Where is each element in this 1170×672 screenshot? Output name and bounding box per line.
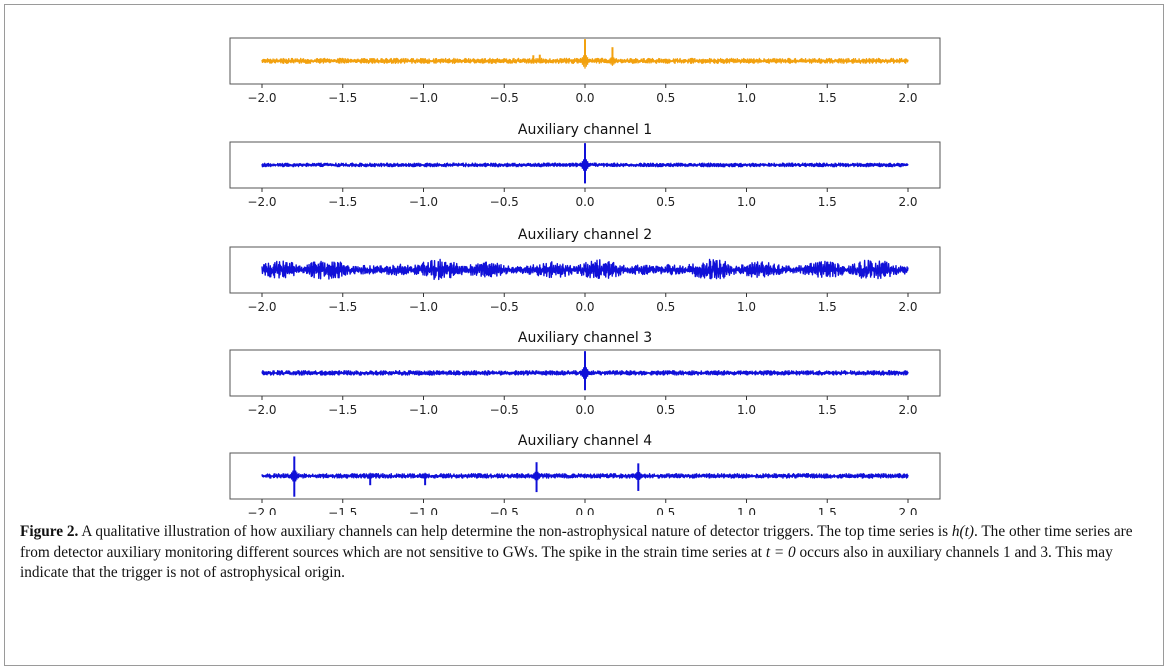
x-tick-label: 1.0 [737, 403, 756, 417]
x-tick-label: −1.0 [409, 300, 438, 314]
x-tick-label: 1.5 [818, 300, 837, 314]
x-tick-label: −1.0 [409, 403, 438, 417]
x-tick-label: 1.0 [737, 506, 756, 515]
x-tick-label: 1.5 [818, 506, 837, 515]
x-tick-label: −1.0 [409, 506, 438, 515]
x-tick-label: 2.0 [898, 300, 917, 314]
chart-panel-5: Auxiliary channel 4 −2.0 −1.5 −1.0 −0.5 0.0 0.… [229, 433, 941, 515]
x-tick-label: 0.5 [656, 91, 675, 105]
x-tick-label: 2.0 [898, 195, 917, 209]
chart-panel-1: −2.0 −1.5 −1.0 −0.5 0.0 0.5 1.0 1.5 2.0 [229, 37, 941, 105]
x-tick-label: 1.0 [737, 300, 756, 314]
caption-text-1: A qualitative illustration of how auxili… [78, 523, 952, 540]
plot-title: Auxiliary channel 1 [518, 122, 652, 138]
x-tick-label: 1.0 [737, 91, 756, 105]
x-tick-label: 0.5 [656, 506, 675, 515]
caption-text-3: occurs also in auxiliary channels 1 and … [20, 543, 1113, 582]
x-tick-label: 1.0 [737, 195, 756, 209]
x-tick-label: 0.0 [575, 300, 594, 314]
x-tick-label: −0.5 [490, 195, 519, 209]
caption-text-2: . The other time series are from detecto… [20, 523, 1133, 561]
x-tick-label: 1.5 [818, 195, 837, 209]
caption-label: Figure 2. [20, 523, 79, 540]
series-line [261, 258, 909, 281]
x-tick-label: 0.0 [575, 403, 594, 417]
x-tick-label: −1.5 [328, 403, 357, 417]
x-tick-label: −2.0 [247, 195, 276, 209]
x-tick-label: −2.0 [247, 300, 276, 314]
chart-panel-3: Auxiliary channel 2 −2.0 −1.5 −1.0 −0.5 0.0 0.… [229, 227, 941, 314]
chart-panel-4: Auxiliary channel 3 −2.0 −1.5 −1.0 −0.5 0.0 0.… [229, 330, 941, 417]
x-tick-label: 2.0 [898, 403, 917, 417]
figure-charts: −2.0 −1.5 −1.0 −0.5 0.0 0.5 1.0 1.5 2.0Auxiliary… [229, 37, 941, 515]
x-tick-label: −1.0 [409, 195, 438, 209]
x-tick-label: −1.0 [409, 91, 438, 105]
x-tick-label: −1.5 [328, 195, 357, 209]
x-tick-label: −2.0 [247, 403, 276, 417]
x-tick-label: 0.0 [575, 195, 594, 209]
chart-panel-2: Auxiliary channel 1 −2.0 −1.5 −1.0 −0.5 0.0 0.… [229, 122, 941, 209]
series-line [261, 473, 909, 479]
x-tick-label: 0.5 [656, 403, 675, 417]
x-tick-label: −1.5 [328, 91, 357, 105]
figure-caption: Figure 2. A qualitative illustration of … [20, 522, 1150, 584]
caption-math-2: t = 0 [765, 543, 796, 561]
x-tick-label: −0.5 [490, 403, 519, 417]
x-tick-label: 0.5 [656, 300, 675, 314]
x-tick-label: −0.5 [490, 506, 519, 515]
x-tick-label: −2.0 [247, 91, 276, 105]
x-tick-label: −2.0 [247, 506, 276, 515]
figure-frame [4, 4, 1164, 666]
x-tick-label: −0.5 [490, 91, 519, 105]
plot-title: Auxiliary channel 2 [518, 227, 652, 243]
plot-title: Auxiliary channel 3 [518, 330, 652, 346]
x-tick-label: 0.0 [575, 506, 594, 515]
x-tick-label: 1.5 [818, 403, 837, 417]
x-tick-label: 2.0 [898, 91, 917, 105]
x-tick-label: −1.5 [328, 300, 357, 314]
x-tick-label: 0.0 [575, 91, 594, 105]
x-tick-label: 0.5 [656, 195, 675, 209]
x-tick-label: −0.5 [490, 300, 519, 314]
x-tick-label: 2.0 [898, 506, 917, 515]
plot-title: Auxiliary channel 4 [518, 433, 652, 449]
x-tick-label: 1.5 [818, 91, 837, 105]
caption-math-1: h(t) [951, 523, 974, 540]
x-tick-label: −1.5 [328, 506, 357, 515]
